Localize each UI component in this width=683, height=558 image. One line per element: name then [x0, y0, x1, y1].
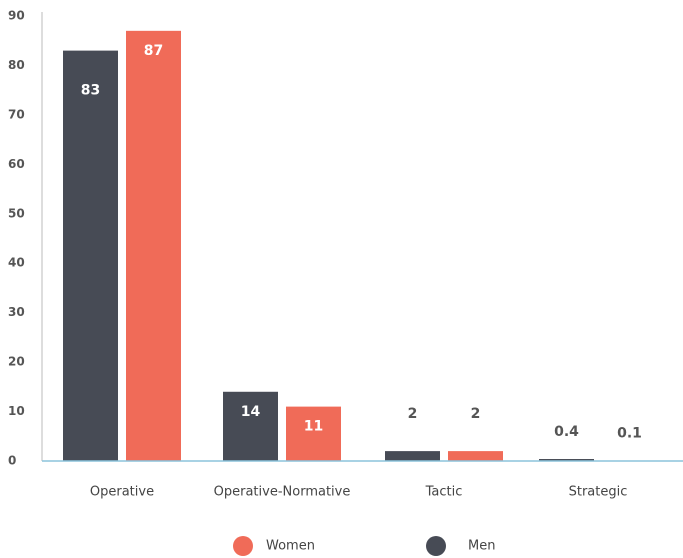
legend-label: Women	[266, 539, 315, 554]
legend-marker	[426, 536, 446, 556]
x-tick-label: Strategic	[569, 485, 628, 500]
value-label: 0.4	[554, 424, 579, 440]
y-tick-label: 20	[8, 355, 25, 369]
value-label: 2	[471, 406, 481, 422]
y-tick-label: 50	[8, 206, 25, 220]
bar	[126, 30, 181, 461]
value-label: 87	[144, 43, 163, 59]
bar	[63, 50, 118, 461]
x-tick-label: Operative-Normative	[214, 485, 351, 500]
x-tick-label: Operative	[90, 485, 154, 500]
bar	[286, 406, 341, 461]
y-tick-label: 0	[8, 454, 16, 468]
value-label: 83	[81, 83, 100, 99]
y-tick-label: 30	[8, 305, 25, 319]
value-label: 11	[304, 419, 323, 435]
value-label: 2	[408, 406, 418, 422]
bar	[539, 459, 594, 461]
legend-marker	[233, 536, 253, 556]
value-label: 14	[241, 404, 261, 420]
y-tick-label: 80	[8, 58, 25, 72]
bar	[223, 391, 278, 461]
bar	[385, 451, 440, 461]
legend-label: Men	[468, 539, 495, 554]
x-tick-label: Tactic	[425, 485, 463, 500]
bar	[448, 451, 503, 461]
y-tick-label: 40	[8, 256, 25, 270]
y-tick-label: 70	[8, 107, 25, 121]
value-label: 0.1	[617, 426, 642, 442]
y-tick-label: 60	[8, 157, 25, 171]
y-tick-label: 90	[8, 9, 25, 23]
y-tick-label: 10	[8, 404, 25, 418]
